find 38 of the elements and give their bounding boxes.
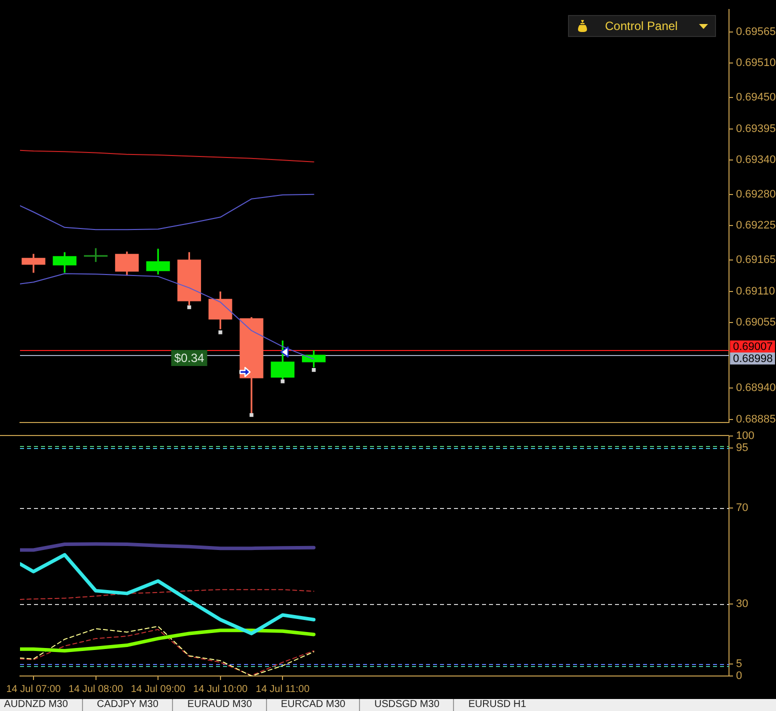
candlestick — [84, 248, 108, 262]
y-tick-label: 30 — [736, 598, 748, 610]
y-tick-label: 100 — [736, 430, 754, 442]
annotation: Control Panel — [605, 19, 678, 33]
y-tick-label: 0 — [736, 670, 742, 682]
candlestick — [115, 252, 139, 276]
y-tick-label: 0.69110 — [736, 285, 775, 298]
point — [218, 330, 222, 334]
ref-line-label: 0.68998 — [733, 353, 773, 366]
candlestick — [146, 248, 170, 274]
x-tick-label: 14 Jul 07:00 — [6, 684, 62, 695]
candlestick — [22, 254, 46, 273]
point — [312, 368, 316, 372]
point — [250, 413, 254, 417]
y-tick-label: 0.69510 — [736, 57, 776, 70]
x-tick-label: 14 Jul 08:00 — [68, 684, 124, 695]
y-tick-label: 0.69165 — [736, 254, 776, 266]
annotation: $0.34 — [174, 350, 205, 365]
y-tick-label: 0.69395 — [736, 122, 776, 135]
tab-bar: AUDNZD M30 CADJPY M30 EURAUD M30 EURCAD M30 USDSGD M30 EURUSD H1 — [0, 699, 776, 711]
y-tick-label: 5 — [736, 658, 742, 670]
y-tick-label: 0.69055 — [736, 316, 776, 329]
y-tick-label: 0.69450 — [736, 91, 776, 104]
candlestick — [52, 252, 76, 273]
y-tick-label: 0.69340 — [736, 154, 776, 166]
x-tick-label: 14 Jul 10:00 — [193, 684, 248, 695]
y-tick-label: 95 — [736, 442, 748, 454]
y-tick-label: 0.68885 — [736, 414, 776, 426]
y-tick-label: 70 — [736, 502, 748, 514]
x-tick-label: 14 Jul 09:00 — [130, 684, 186, 695]
ref-line-label: 0.69007 — [733, 341, 773, 354]
dropdown-button: Control Panel — [568, 15, 716, 37]
y-tick-label: 0.69280 — [736, 188, 776, 200]
point — [280, 379, 285, 384]
x-tick-label: 14 Jul 11:00 — [256, 684, 310, 695]
y-tick-label: 0.69565 — [736, 26, 776, 38]
y-tick-label: 0.68940 — [736, 382, 776, 394]
y-tick-label: 0.69225 — [736, 220, 776, 232]
